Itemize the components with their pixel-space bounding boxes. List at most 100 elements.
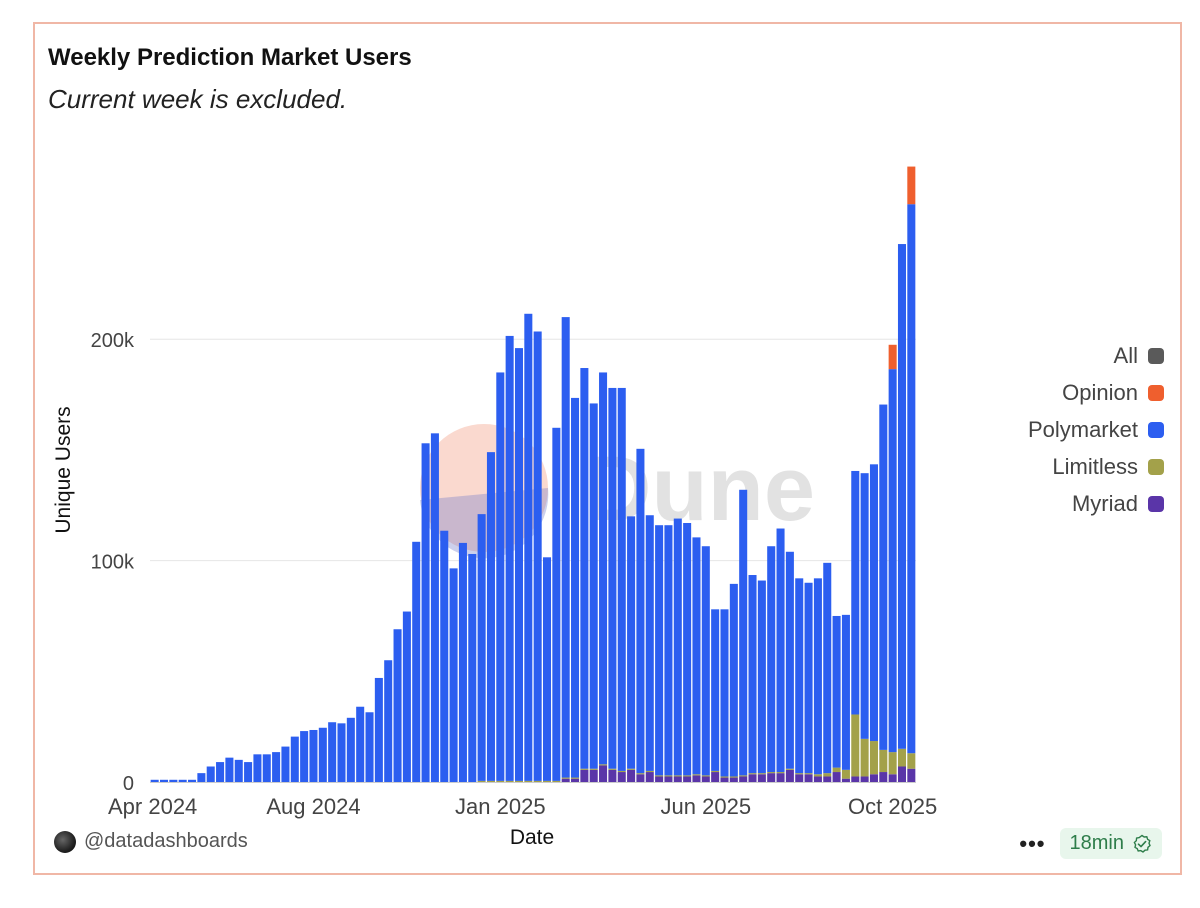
bar-limitless[interactable] (888, 752, 897, 775)
bar-polymarket[interactable] (412, 541, 421, 782)
bar-polymarket[interactable] (384, 660, 393, 782)
bar-myriad[interactable] (841, 778, 850, 782)
bar-polymarket[interactable] (645, 515, 654, 771)
bar-limitless[interactable] (543, 780, 552, 782)
bar-limitless[interactable] (841, 769, 850, 779)
bar-polymarket[interactable] (234, 759, 243, 782)
bar-limitless[interactable] (627, 768, 636, 770)
more-options-icon[interactable]: ••• (1019, 830, 1046, 856)
bar-polymarket[interactable] (701, 546, 710, 776)
bar-myriad[interactable] (720, 777, 729, 782)
bar-myriad[interactable] (897, 766, 906, 783)
bar-polymarket[interactable] (402, 611, 411, 782)
bar-limitless[interactable] (748, 773, 757, 775)
bar-myriad[interactable] (785, 769, 794, 782)
refresh-status-badge[interactable]: 18min (1059, 828, 1162, 859)
bar-limitless[interactable] (533, 780, 542, 782)
bar-myriad[interactable] (627, 769, 636, 782)
bar-limitless[interactable] (645, 770, 654, 773)
bar-limitless[interactable] (655, 775, 664, 777)
bar-polymarket[interactable] (346, 717, 355, 782)
bar-polymarket[interactable] (599, 372, 608, 765)
bar-polymarket[interactable] (897, 244, 906, 749)
bar-polymarket[interactable] (477, 514, 486, 781)
bar-polymarket[interactable] (823, 562, 832, 774)
bar-myriad[interactable] (823, 776, 832, 782)
bar-opinion[interactable] (888, 344, 897, 370)
bar-polymarket[interactable] (393, 629, 402, 782)
bar-limitless[interactable] (879, 749, 888, 773)
bar-limitless[interactable] (757, 773, 766, 775)
bar-myriad[interactable] (832, 772, 841, 782)
bar-polymarket[interactable] (262, 754, 271, 782)
bar-myriad[interactable] (869, 774, 878, 782)
bar-limitless[interactable] (561, 777, 570, 779)
bar-polymarket[interactable] (673, 518, 682, 776)
bar-myriad[interactable] (776, 773, 785, 782)
bar-polymarket[interactable] (813, 578, 822, 775)
bar-polymarket[interactable] (533, 331, 542, 781)
bar-limitless[interactable] (599, 764, 608, 766)
bar-limitless[interactable] (477, 780, 486, 782)
bar-polymarket[interactable] (244, 762, 253, 782)
bar-polymarket[interactable] (206, 766, 215, 783)
bar-polymarket[interactable] (300, 731, 309, 782)
bar-limitless[interactable] (571, 777, 580, 779)
bar-polymarket[interactable] (458, 542, 467, 782)
bar-limitless[interactable] (832, 767, 841, 773)
bar-myriad[interactable] (739, 776, 748, 782)
bar-polymarket[interactable] (468, 553, 477, 782)
bar-polymarket[interactable] (178, 779, 187, 782)
bar-limitless[interactable] (795, 773, 804, 775)
bar-polymarket[interactable] (421, 443, 430, 782)
bar-polymarket[interactable] (748, 575, 757, 774)
bar-polymarket[interactable] (785, 551, 794, 769)
author-credit[interactable]: @datadashboards (54, 830, 248, 853)
bar-myriad[interactable] (571, 778, 580, 782)
bar-polymarket[interactable] (449, 568, 458, 782)
bar-polymarket[interactable] (571, 397, 580, 778)
bar-myriad[interactable] (599, 765, 608, 782)
bar-polymarket[interactable] (374, 677, 383, 782)
bar-myriad[interactable] (692, 775, 701, 782)
bar-polymarket[interactable] (767, 546, 776, 773)
bar-polymarket[interactable] (832, 615, 841, 768)
bar-polymarket[interactable] (281, 746, 290, 782)
bar-limitless[interactable] (514, 780, 523, 782)
bar-myriad[interactable] (561, 778, 570, 782)
bar-polymarket[interactable] (486, 452, 495, 781)
bar-polymarket[interactable] (720, 609, 729, 777)
bar-limitless[interactable] (664, 775, 673, 777)
bar-polymarket[interactable] (430, 433, 439, 782)
bar-polymarket[interactable] (309, 729, 318, 782)
bar-myriad[interactable] (729, 777, 738, 782)
bar-myriad[interactable] (860, 776, 869, 782)
bar-polymarket[interactable] (440, 530, 449, 782)
bar-polymarket[interactable] (365, 712, 374, 782)
bar-polymarket[interactable] (739, 489, 748, 776)
bar-polymarket[interactable] (290, 736, 299, 782)
bar-polymarket[interactable] (150, 779, 159, 782)
bar-myriad[interactable] (655, 776, 664, 782)
bar-polymarket[interactable] (580, 368, 589, 769)
bar-polymarket[interactable] (683, 522, 692, 776)
bar-myriad[interactable] (673, 776, 682, 782)
bar-limitless[interactable] (524, 780, 533, 782)
bar-limitless[interactable] (692, 774, 701, 776)
bar-polymarket[interactable] (636, 448, 645, 774)
bar-polymarket[interactable] (851, 470, 860, 715)
bar-limitless[interactable] (486, 780, 495, 782)
legend-item-limitless[interactable]: Limitless (1052, 453, 1164, 481)
bar-myriad[interactable] (795, 774, 804, 782)
bar-polymarket[interactable] (888, 369, 897, 753)
bar-limitless[interactable] (813, 774, 822, 777)
bar-polymarket[interactable] (860, 473, 869, 739)
bar-polymarket[interactable] (841, 614, 850, 770)
bar-polymarket[interactable] (356, 706, 365, 782)
bar-myriad[interactable] (907, 768, 916, 782)
bar-myriad[interactable] (813, 776, 822, 782)
bar-limitless[interactable] (804, 773, 813, 775)
bar-polymarket[interactable] (188, 779, 197, 782)
bar-polymarket[interactable] (253, 754, 262, 782)
bar-limitless[interactable] (701, 775, 710, 777)
